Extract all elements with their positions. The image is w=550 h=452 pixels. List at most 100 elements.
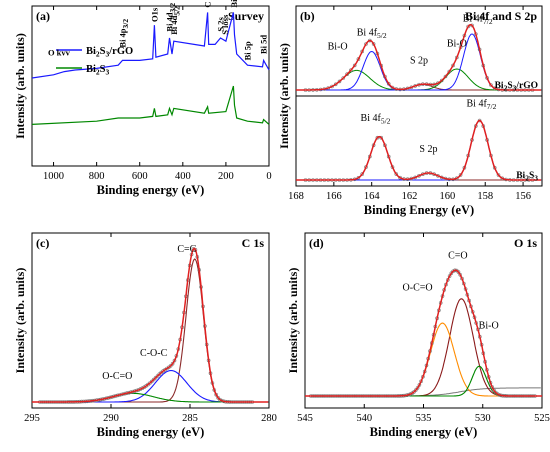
panel-title: Bi 4f and S 2p (465, 9, 537, 23)
data-point (170, 361, 175, 366)
x-tick-label: 400 (175, 171, 191, 182)
data-point (413, 388, 418, 392)
peak-annotation: S 2s (216, 16, 226, 31)
panel-title: Survey (228, 9, 264, 23)
data-point (150, 379, 154, 384)
panel-label: (d) (309, 236, 324, 250)
sample-label: Bi2S3/rGO (495, 81, 538, 93)
x-tick-label: 525 (534, 413, 550, 424)
x-tick-label: 285 (182, 413, 198, 424)
component-curve (32, 258, 269, 403)
panel-label: (b) (300, 9, 315, 23)
x-tick-label: 545 (297, 413, 313, 424)
peak-annotation: S 2p (419, 144, 437, 155)
peak-annotation: Bi 5p (242, 41, 252, 60)
peak-annotation: Bi 4f7/2 (463, 13, 493, 26)
y-axis-label: Intensity (arb. units) (13, 33, 27, 139)
panel-b: 168 166 164 162 160 158 156 Binding Energy (eV)… (277, 5, 543, 217)
peak-annotation: Bi-O (479, 321, 499, 332)
data-point (360, 172, 365, 176)
sample-label: Bi2S3 (516, 171, 538, 183)
component-curve (305, 298, 542, 397)
legend-label: Bi2S3 (86, 64, 110, 77)
panel-label: (c) (36, 236, 49, 250)
peak-annotation: Bi 5d (259, 35, 269, 54)
peak-annotation: C 1s (203, 0, 213, 8)
panel-d: 545 540 535 530 525 Binding energy (eV) Intens… (286, 232, 550, 439)
series-line (31, 12, 270, 79)
data-point (492, 388, 496, 393)
data-point (415, 386, 420, 390)
x-tick-label: 535 (416, 413, 432, 424)
data-point (390, 85, 395, 90)
legend: Bi2S3/rGO Bi2S3 (56, 46, 133, 77)
panel-a: 1000 800 600 400 200 0 Binding energy (eV) Inte… (13, 0, 272, 197)
peak-annotation: Bi-O (328, 41, 348, 52)
panel-title: C 1s (242, 236, 265, 250)
data-point (349, 68, 353, 72)
peak-annotation: Bi-O (447, 39, 467, 50)
x-tick-label: 600 (132, 171, 148, 182)
x-tick-label: 156 (515, 191, 531, 202)
fit-envelope (305, 269, 542, 397)
plot-frame (31, 232, 270, 409)
x-tick-label: 166 (326, 191, 342, 202)
peak-annotation: O1s (149, 7, 159, 22)
peak-annotation: Bi 4f7/2 (467, 99, 497, 112)
panel-label: (a) (36, 9, 50, 23)
x-tick-label: 1000 (43, 171, 64, 182)
plot-frame (304, 232, 543, 409)
peak-annotation: Bi 4f and S 2p (229, 0, 239, 8)
fit-envelope (32, 247, 269, 403)
data-point (153, 375, 158, 380)
peak-annotation: C=O (448, 250, 468, 261)
data-point (375, 135, 380, 140)
peak-annotation: O-C=O (403, 283, 433, 294)
series-line (31, 85, 270, 125)
panel-c: 295 290 285 280 Binding energy (eV) Intensity… (13, 232, 277, 439)
data-point (496, 173, 501, 177)
peak-annotation: O kvv (48, 48, 71, 58)
y-axis-label: Intensity (arb. units) (277, 43, 291, 149)
x-axis-label: Binding energy (eV) (97, 183, 205, 197)
data-point (218, 397, 222, 402)
peak-annotation: S 2p (410, 55, 428, 66)
peak-annotation: C=C (177, 244, 196, 255)
component-curve (305, 322, 542, 397)
legend-label: Bi2S3/rGO (86, 46, 133, 59)
data-point (412, 390, 416, 394)
data-point (151, 377, 156, 382)
x-tick-label: 530 (475, 413, 491, 424)
data-point (379, 135, 384, 140)
peak-annotation: C-O-C (140, 348, 168, 359)
x-axis-label: Binding energy (eV) (97, 425, 205, 439)
x-tick-label: 540 (356, 413, 372, 424)
data-point (439, 78, 444, 83)
x-tick-label: 164 (364, 191, 381, 202)
peak-annotation: S loss (220, 14, 230, 35)
data-point (394, 172, 399, 176)
data-point (489, 83, 493, 87)
data-point (451, 269, 455, 274)
x-tick-label: 290 (103, 413, 119, 424)
data-points (38, 247, 255, 404)
data-point (345, 72, 349, 76)
x-tick-label: 295 (24, 413, 40, 424)
data-point (352, 63, 357, 68)
data-point (447, 69, 452, 74)
data-point (458, 173, 463, 177)
x-tick-label: 280 (261, 413, 277, 424)
data-point (155, 374, 160, 378)
x-axis-label: Binding energy (eV) (370, 425, 478, 439)
peak-annotation: Bi 4d5/2 (169, 6, 182, 35)
panel-title: O 1s (514, 236, 537, 250)
x-tick-label: 800 (89, 171, 105, 182)
plot-frame (31, 5, 270, 167)
peak-annotation: Bi 4f5/2 (357, 27, 387, 40)
data-point (386, 82, 391, 86)
x-axis-label: Binding Energy (eV) (364, 203, 474, 217)
peak-annotation: Bi 4f5/2 (361, 113, 391, 126)
peak-annotation: Bi 4p3/2 (117, 19, 130, 48)
data-point (337, 79, 342, 84)
